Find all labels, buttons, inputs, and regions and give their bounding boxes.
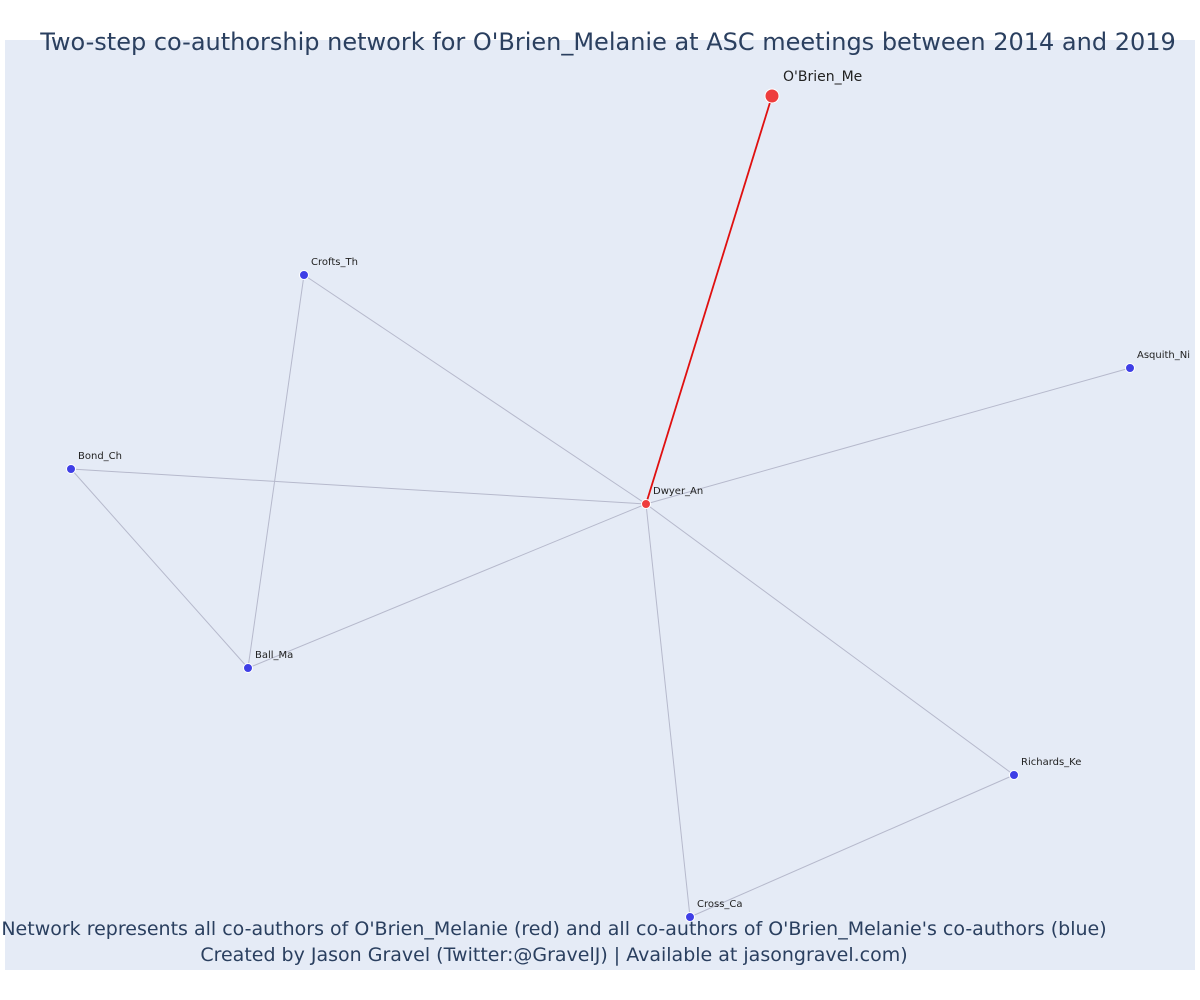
edge-obrien-dwyer (645, 95, 773, 505)
node-label-ball: Ball_Ma (255, 650, 293, 661)
plot-area (5, 40, 1195, 970)
node-bond[interactable] (66, 464, 76, 474)
edge-bond-ball (70, 468, 249, 669)
node-ball[interactable] (243, 663, 253, 673)
edges-layer (70, 95, 1131, 918)
node-asquith[interactable] (1125, 363, 1135, 373)
node-label-crofts: Crofts_Th (311, 257, 358, 268)
node-label-richards: Richards_Ke (1021, 757, 1081, 768)
edge-dwyer-crofts (303, 274, 647, 505)
edge-dwyer-asquith (645, 367, 1131, 505)
node-label-cross: Cross_Ca (697, 899, 743, 910)
caption-line-2: Created by Jason Gravel (Twitter:@Gravel… (200, 944, 908, 966)
node-label-obrien: O'Brien_Me (783, 69, 862, 85)
nodes-layer (66, 88, 1135, 922)
node-crofts[interactable] (299, 270, 309, 280)
edge-dwyer-richards (645, 503, 1015, 776)
edge-dwyer-cross (645, 503, 691, 918)
node-dwyer[interactable] (641, 499, 651, 509)
node-label-dwyer: Dwyer_An (653, 486, 703, 497)
edge-dwyer-ball (247, 503, 647, 669)
node-label-asquith: Asquith_Ni (1137, 350, 1190, 361)
labels-layer: O'Brien_Me Dwyer_An Crofts_Th Asquith_Ni Bon… (78, 69, 1190, 910)
node-label-bond: Bond_Ch (78, 451, 122, 462)
caption-line-1: Network represents all co-authors of O'B… (1, 918, 1107, 940)
edge-richards-cross (689, 774, 1015, 918)
node-obrien[interactable] (764, 88, 780, 104)
chart-title: Two-step co-authorship network for O'Bri… (40, 28, 1176, 56)
edge-crofts-ball (247, 274, 305, 669)
node-cross[interactable] (685, 912, 695, 922)
node-richards[interactable] (1009, 770, 1019, 780)
edge-dwyer-bond (70, 468, 647, 505)
